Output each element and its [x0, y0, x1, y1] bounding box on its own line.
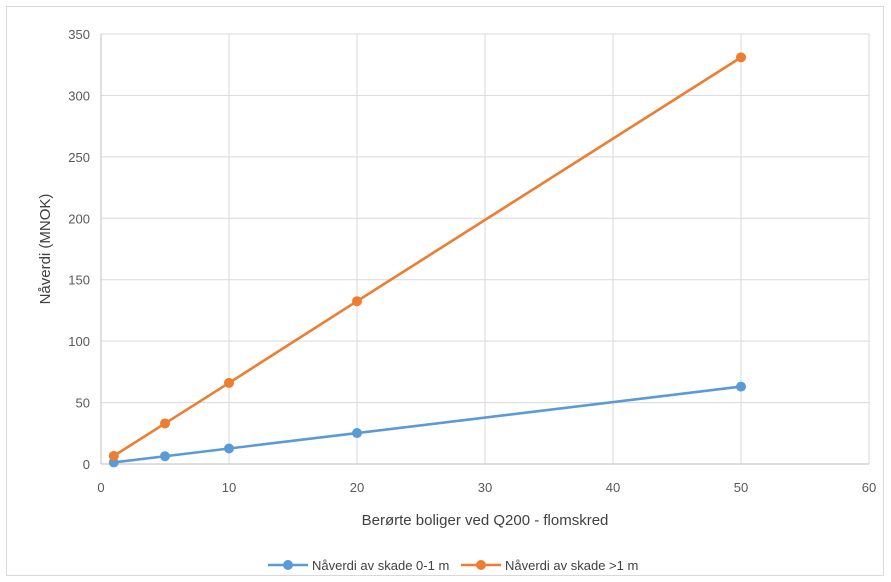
y-tick-label: 350 [68, 27, 90, 42]
x-tick-label: 30 [478, 480, 492, 495]
legend-marker [476, 560, 486, 570]
gridlines [101, 33, 870, 464]
data-point [108, 450, 119, 461]
x-tick-label: 40 [606, 480, 620, 495]
y-tick-label: 200 [68, 211, 90, 226]
x-tick-label: 10 [222, 480, 236, 495]
y-tick-label: 50 [76, 396, 90, 411]
data-point [352, 296, 362, 307]
legend-label: Nåverdi av skade >1 m [505, 558, 638, 573]
legend-marker [283, 560, 293, 570]
x-tick-label: 20 [350, 480, 364, 495]
y-tick-label: 100 [68, 334, 90, 349]
data-point [224, 377, 234, 388]
legend: Nåverdi av skade 0-1 m Nåverdi av skade >… [268, 558, 638, 573]
series-line-2 [113, 56, 742, 457]
axes [100, 34, 869, 465]
x-tick-label: 0 [97, 480, 104, 495]
data-point [352, 428, 362, 439]
tick-labels: 0 10 20 30 40 50 60 0 50 100 150 200 250 300 350 [68, 27, 876, 495]
x-tick-label: 60 [862, 480, 876, 495]
data-point [160, 418, 170, 429]
chart-frame [6, 6, 884, 576]
series-group [108, 52, 746, 468]
y-axis-title: Nåverdi (MNOK) [37, 194, 54, 305]
y-tick-label: 250 [68, 150, 90, 165]
data-point [224, 443, 234, 454]
x-axis-title: Berørte boliger ved Q200 - flomskred [362, 512, 609, 529]
x-tick-label: 50 [734, 480, 748, 495]
data-point [736, 52, 746, 63]
legend-label: Nåverdi av skade 0-1 m [312, 558, 449, 573]
y-tick-label: 0 [83, 457, 90, 472]
series-line-1 [113, 385, 742, 464]
data-point [736, 381, 746, 392]
data-point [160, 451, 170, 462]
y-tick-label: 300 [68, 88, 90, 103]
y-tick-label: 150 [68, 273, 90, 288]
